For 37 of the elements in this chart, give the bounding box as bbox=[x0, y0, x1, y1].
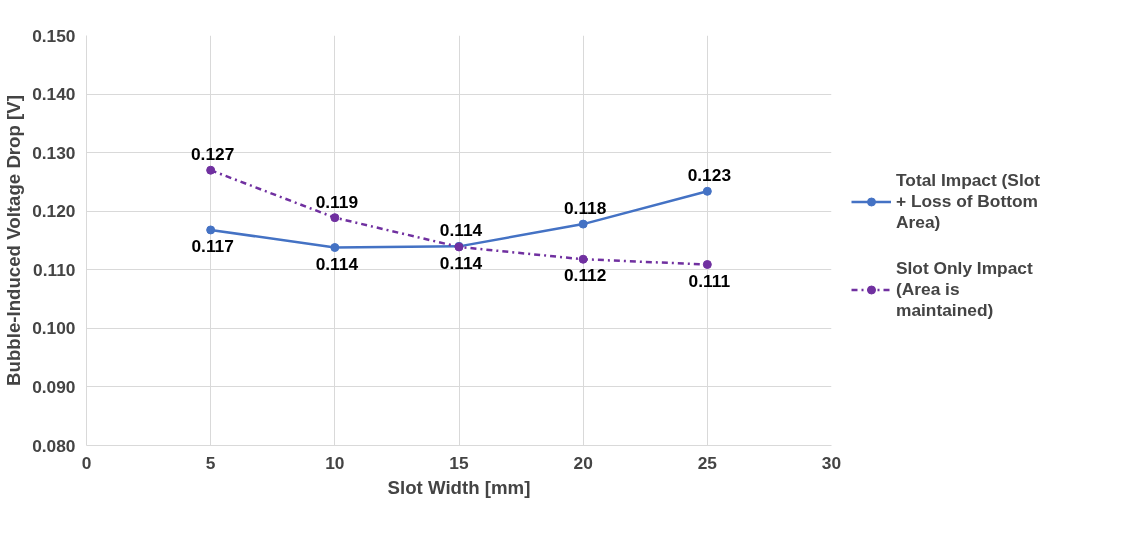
data-label: 0.112 bbox=[563, 265, 607, 286]
point bbox=[330, 213, 340, 223]
legend-label: Total Impact (Slot + Loss of Bottom Area) bbox=[896, 169, 1041, 233]
y-tick-label: 0.120 bbox=[32, 201, 76, 222]
y-tick-label: 0.080 bbox=[32, 435, 76, 456]
data-label: 0.114 bbox=[315, 253, 359, 274]
x-tick-label: 5 bbox=[205, 452, 216, 473]
data-label: 0.114 bbox=[439, 220, 483, 241]
y-tick-label: 0.140 bbox=[32, 84, 76, 105]
x-tick-label: 15 bbox=[449, 452, 469, 473]
x-tick-label: 25 bbox=[697, 452, 718, 473]
data-label: 0.118 bbox=[563, 198, 607, 219]
y-axis-title: Bubble-Induced Voltage Drop [V] bbox=[3, 95, 25, 386]
point bbox=[578, 219, 588, 229]
point bbox=[206, 165, 216, 175]
x-tick-label: 10 bbox=[325, 452, 345, 473]
x-axis-title: Slot Width [mm] bbox=[387, 476, 531, 498]
data-label: 0.119 bbox=[315, 191, 359, 212]
point bbox=[702, 260, 712, 270]
point bbox=[578, 254, 588, 264]
point bbox=[702, 186, 712, 196]
y-tick-label: 0.090 bbox=[32, 376, 76, 397]
y-tick-label: 0.130 bbox=[32, 142, 76, 163]
data-label: 0.114 bbox=[439, 252, 483, 273]
x-tick-label: 20 bbox=[573, 452, 593, 473]
y-tick-label: 0.150 bbox=[32, 25, 76, 46]
data-label: 0.117 bbox=[191, 235, 234, 256]
x-tick-label: 0 bbox=[81, 452, 92, 473]
point bbox=[330, 243, 340, 253]
legend-label: Slot Only Impact (Area is maintained) bbox=[896, 257, 1033, 321]
x-tick-label: 30 bbox=[821, 452, 842, 473]
y-tick-label: 0.100 bbox=[32, 318, 76, 339]
data-label: 0.127 bbox=[190, 144, 235, 165]
point bbox=[206, 225, 216, 235]
y-tick-label: 0.110 bbox=[33, 259, 76, 280]
data-label: 0.111 bbox=[688, 270, 731, 291]
data-label: 0.123 bbox=[687, 165, 732, 186]
